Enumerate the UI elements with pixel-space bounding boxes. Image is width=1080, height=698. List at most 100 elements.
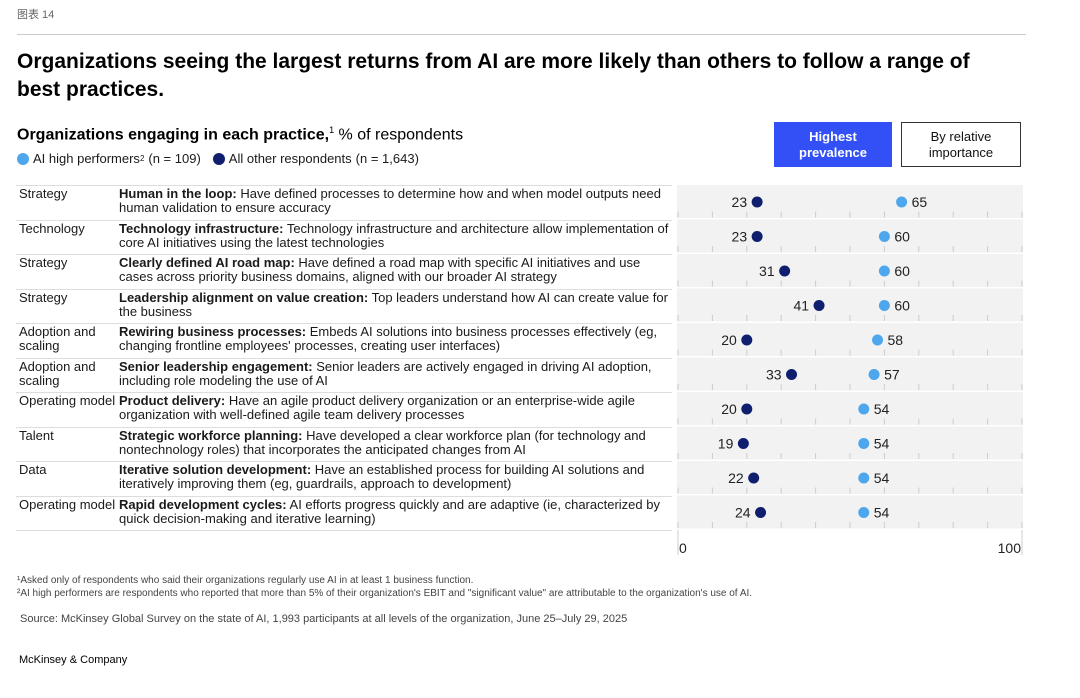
practice-description: Senior leadership engagement: Senior lea… — [119, 359, 672, 393]
footnote-ref: 2 — [139, 154, 145, 163]
other-value-label: 24 — [735, 505, 751, 521]
other-respondents-dot — [741, 403, 753, 415]
high-performers-dot — [878, 231, 890, 242]
practice-description: Rewiring business processes: Embeds AI s… — [119, 324, 672, 358]
other-respondents-dot — [737, 438, 749, 449]
legend-n: (n = 109) — [148, 151, 201, 166]
legend: AI high performers 2 (n = 109) All other r… — [17, 151, 419, 166]
source-note: Source: McKinsey Global Survey on the st… — [20, 613, 628, 625]
high-performers-dot — [858, 507, 870, 518]
other-value-label: 23 — [732, 194, 748, 210]
other-value-label: 41 — [793, 298, 809, 314]
other-respondents-dot — [813, 300, 825, 311]
table-row: Strategy Human in the loop: Have defined … — [16, 185, 672, 220]
light-blue-dot-icon — [17, 152, 29, 165]
subtitle-unit: % of respondents — [334, 126, 464, 144]
table-row: Operating model Rapid development cycles:… — [16, 495, 672, 531]
high-performers-dot — [858, 403, 870, 415]
practice-description: Clearly defined AI road map: Have define… — [119, 255, 672, 289]
high-performers-dot — [872, 334, 884, 346]
practice-text: Embeds AI solutions into business proces… — [119, 324, 658, 353]
high-performers-dot — [858, 472, 870, 484]
high-value-label: 54 — [874, 505, 890, 521]
other-value-label: 19 — [718, 436, 734, 452]
high-value-label: 54 — [874, 401, 890, 417]
footnote-1: ¹Asked only of respondents who said thei… — [17, 575, 474, 586]
other-value-label: 23 — [732, 229, 748, 245]
practice-text: Have an agile product delivery organizat… — [119, 393, 635, 422]
category: Adoption and scaling — [19, 324, 96, 353]
footnote-ref: 1 — [329, 125, 335, 135]
practice-description: Leadership alignment on value creation: … — [119, 290, 672, 324]
practice-description: Rapid development cycles: AI efforts pro… — [119, 497, 672, 531]
brand-logo: McKinsey & Company — [19, 654, 128, 666]
divider — [17, 34, 1026, 35]
high-performers-dot — [896, 196, 908, 208]
high-value-label: 65 — [912, 194, 928, 210]
category: Talent — [19, 427, 54, 443]
high-value-label: 54 — [874, 436, 890, 452]
category: Adoption and scaling — [19, 358, 96, 388]
other-respondents-dot — [751, 196, 763, 208]
practice-name: Clearly defined AI road map: — [119, 255, 295, 270]
other-respondents-dot — [741, 334, 753, 346]
other-value-label: 20 — [721, 401, 737, 417]
practice-name: Human in the loop: — [119, 186, 237, 201]
x-tick-label: 100 — [998, 540, 1022, 556]
practice-text: Senior leaders are actively engaged in d… — [119, 358, 652, 388]
high-value-label: 60 — [894, 229, 910, 245]
practice-name: Rapid development cycles: — [119, 496, 287, 512]
practice-name: Product delivery: — [119, 393, 226, 408]
practice-description: Human in the loop: Have defined processe… — [119, 186, 672, 220]
high-performers-dot — [868, 369, 880, 380]
high-performers-dot — [878, 265, 890, 277]
category: Strategy — [19, 255, 68, 270]
table-row: Strategy Clearly defined AI road map: Hav… — [16, 254, 672, 289]
high-performers-dot — [878, 300, 890, 311]
other-respondents-dot — [779, 265, 791, 277]
legend-label: AI high performers — [33, 151, 140, 166]
practice-name: Senior leadership engagement: — [119, 358, 313, 374]
other-respondents-dot — [786, 369, 798, 380]
category: Operating model — [19, 496, 116, 512]
legend-label: All other respondents — [228, 151, 352, 166]
practice-text: Top leaders understand how AI can create… — [119, 289, 668, 319]
other-respondents-dot — [751, 231, 763, 242]
legend-other: All other respondents (n = 1,643) — [212, 151, 419, 166]
category: Technology — [19, 220, 85, 236]
high-value-label: 57 — [884, 367, 900, 383]
chart-subtitle: Organizations engaging in each practice,… — [17, 125, 463, 144]
relative-importance-button[interactable]: By relative importance — [901, 122, 1021, 167]
practice-name: Rewiring business processes: — [119, 324, 307, 339]
highest-prevalence-button[interactable]: Highest prevalence — [774, 122, 892, 167]
high-value-label: 58 — [888, 332, 904, 348]
practice-name: Technology infrastructure: — [119, 220, 284, 236]
practice-name: Iterative solution development: — [119, 462, 312, 477]
high-performers-dot — [858, 438, 870, 449]
category: Operating model — [19, 393, 116, 408]
figure-label: 图表 14 — [17, 9, 55, 21]
practice-text: Technology infrastructure and architectu… — [119, 220, 669, 250]
table-row: Adoption and scaling Senior leadership en… — [16, 357, 672, 393]
dot-chart: 23 65 23 60 31 60 41 60 20 58 33 57 20 54 19 54 22 54 24 54… — [677, 185, 1023, 556]
navy-dot-icon — [212, 152, 225, 165]
category: Strategy — [19, 186, 68, 201]
practice-text: Have defined processes to determine how … — [119, 186, 661, 215]
table-row: Talent Strategic workforce planning: Have… — [16, 426, 672, 462]
high-value-label: 60 — [894, 263, 910, 279]
table-row: Technology Technology infrastructure: Tec… — [16, 219, 672, 255]
chart-title: Organizations seeing the largest returns… — [17, 50, 970, 101]
other-value-label: 20 — [721, 332, 737, 348]
practice-text: Have an established process for building… — [119, 462, 645, 491]
practice-text: Have developed a clear workforce plan (f… — [119, 427, 646, 457]
legend-high-performers: AI high performers 2 (n = 109) — [17, 151, 201, 166]
x-tick-label: 0 — [679, 540, 687, 556]
table-row: Data Iterative solution development: Have… — [16, 461, 672, 496]
other-respondents-dot — [755, 507, 767, 518]
practice-description: Iterative solution development: Have an … — [119, 462, 672, 496]
other-respondents-dot — [748, 472, 760, 484]
legend-n: (n = 1,643) — [355, 151, 419, 166]
practice-name: Leadership alignment on value creation: — [119, 289, 369, 305]
table-row: Operating model Product delivery: Have an… — [16, 392, 672, 427]
practice-text: Have defined a road map with specific AI… — [119, 255, 641, 284]
